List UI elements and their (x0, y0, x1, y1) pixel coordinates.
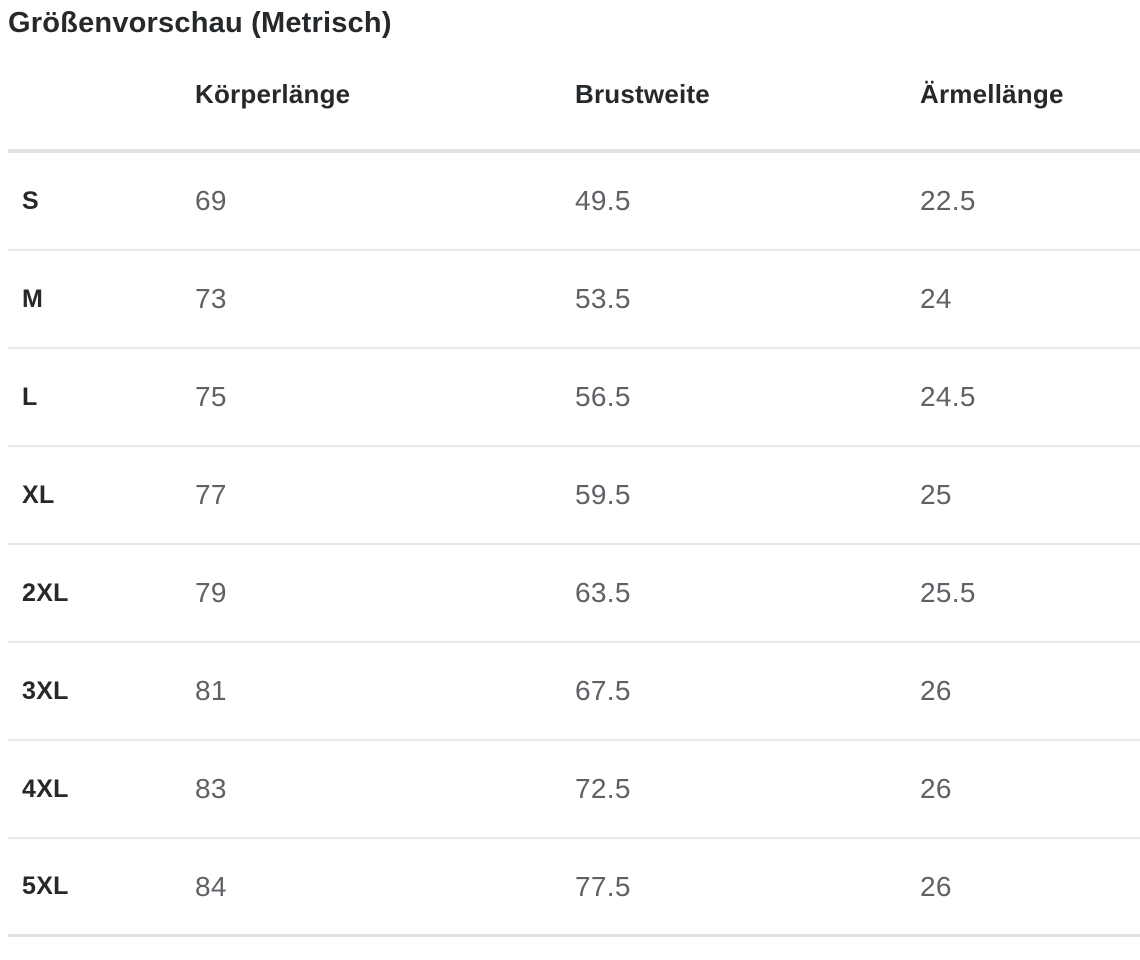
measurement-value: 81 (195, 675, 227, 706)
table-header-row: Körperlänge Brustweite Ärmellänge (8, 40, 1140, 153)
measurement-value: 26 (920, 675, 952, 706)
size-label: 3XL (22, 676, 69, 705)
table-row-m: M 73 53.5 24 (8, 251, 1140, 349)
measurement-value: 24 (920, 283, 952, 314)
size-label: 5XL (22, 872, 69, 900)
measurement-value: 69 (195, 185, 227, 216)
table-row-s: S 69 49.5 22.5 (8, 153, 1140, 251)
measurement-value: 72.5 (575, 773, 631, 804)
size-label: XL (22, 480, 55, 509)
measurement-value: 49.5 (575, 185, 631, 216)
table-row-5xl: 5XL 84 77.5 26 (8, 839, 1140, 937)
table-row-3xl: 3XL 81 67.5 26 (8, 643, 1140, 741)
measurement-value: 22.5 (920, 185, 976, 216)
measurement-value: 26 (920, 773, 952, 804)
measurement-value: 63.5 (575, 577, 631, 608)
measurement-value: 77 (195, 479, 227, 510)
measurement-value: 56.5 (575, 381, 631, 412)
measurement-value: 25 (920, 479, 952, 510)
measurement-value: 73 (195, 283, 227, 314)
column-header-body-length: Körperlänge (195, 79, 351, 109)
measurement-value: 75 (195, 381, 227, 412)
measurement-value: 83 (195, 773, 227, 804)
column-header-chest-width: Brustweite (575, 79, 710, 109)
measurement-value: 26 (920, 870, 952, 902)
size-label: M (22, 284, 44, 313)
size-label: S (22, 186, 39, 215)
measurement-value: 79 (195, 577, 227, 608)
measurement-value: 77.5 (575, 870, 631, 902)
page-title: Größenvorschau (Metrisch) (8, 7, 392, 39)
table-row-2xl: 2XL 79 63.5 25.5 (8, 545, 1140, 643)
table-row-l: L 75 56.5 24.5 (8, 349, 1140, 447)
table-row-xl: XL 77 59.5 25 (8, 447, 1140, 545)
measurement-value: 24.5 (920, 381, 976, 412)
size-table: Körperlänge Brustweite Ärmellänge S 69 4… (8, 40, 1140, 937)
measurement-value: 53.5 (575, 283, 631, 314)
size-label: 4XL (22, 774, 69, 803)
table-row-4xl: 4XL 83 72.5 26 (8, 741, 1140, 839)
column-header-sleeve-length: Ärmellänge (920, 79, 1064, 109)
measurement-value: 67.5 (575, 675, 631, 706)
size-label: 2XL (22, 578, 69, 607)
measurement-value: 25.5 (920, 577, 976, 608)
size-label: L (22, 382, 38, 411)
measurement-value: 59.5 (575, 479, 631, 510)
measurement-value: 84 (195, 870, 227, 902)
